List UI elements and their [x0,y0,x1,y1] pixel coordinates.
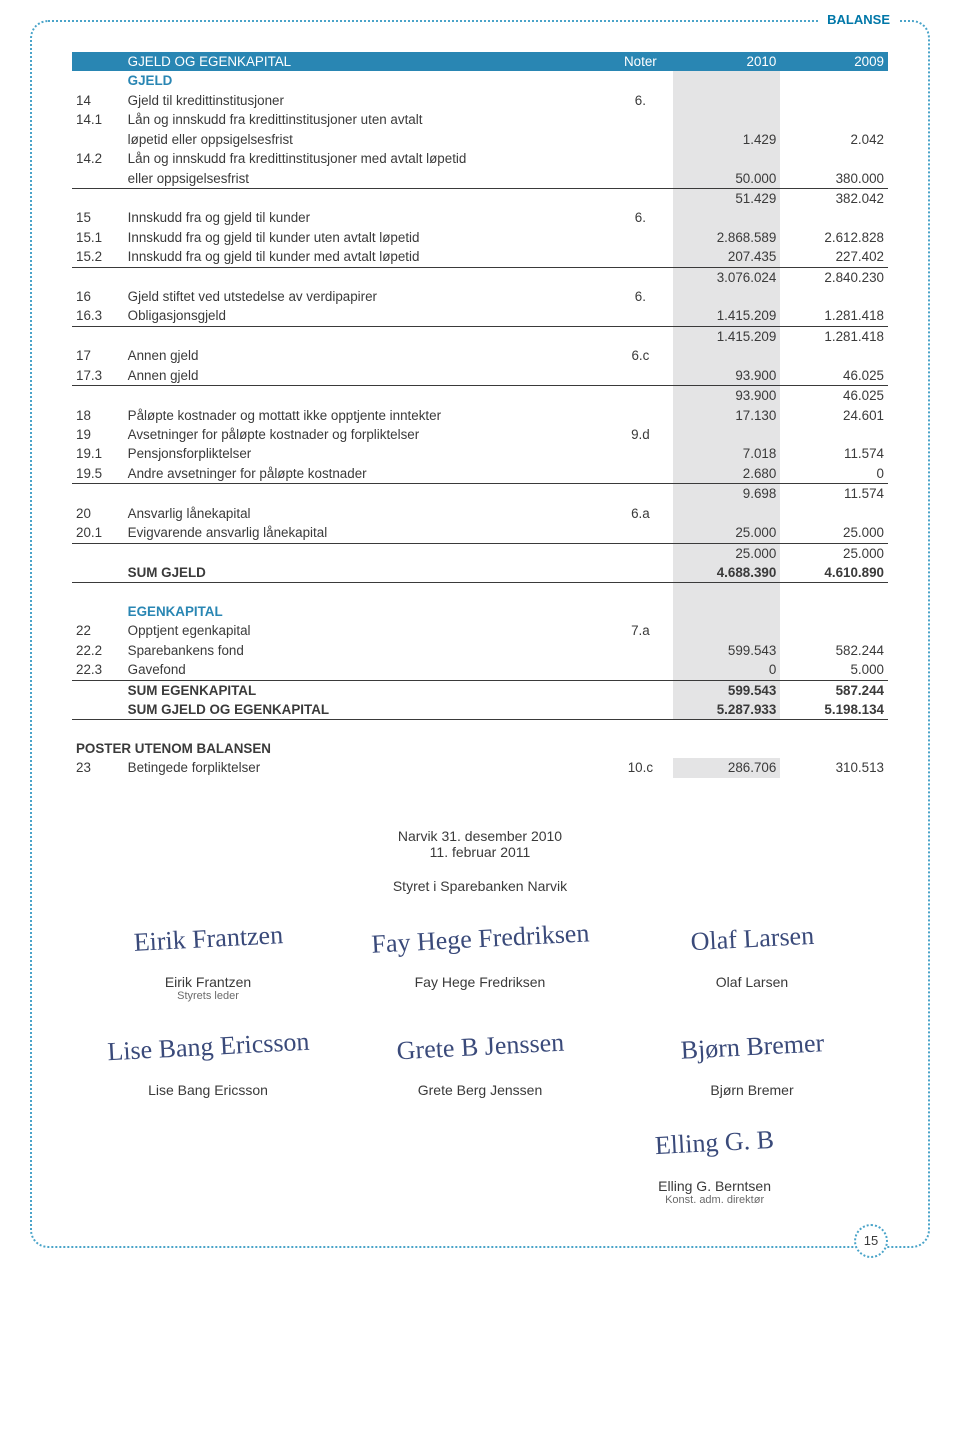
table-row: 16.3 Obligasjonsgjeld 1.415.209 1.281.41… [72,306,888,326]
signature-script: Bjørn Bremer [629,1025,875,1068]
signature-cell: Eirik Frantzen Eirik Frantzen Styrets le… [86,974,331,1002]
table-row: 17 Annen gjeld 6.c [72,346,888,365]
table-row: 17.3 Annen gjeld 93.900 46.025 [72,366,888,386]
signer-name: Lise Bang Ericsson [86,1082,331,1098]
table-row: 14.2 Lån og innskudd fra kredittinstitus… [72,149,888,168]
signature-cell: Olaf Larsen Olaf Larsen [630,974,875,1002]
table-row: løpetid eller oppsigelsesfrist 1.429 2.0… [72,130,888,149]
signer-name: Bjørn Bremer [630,1082,875,1098]
sign-date1: Narvik 31. desember 2010 [72,828,888,844]
signature-script: Grete B Jenssen [357,1025,603,1068]
page-frame: BALANSE GJELD OG EGENKAPITAL Noter 2010 … [30,20,930,1248]
signature-script: Elling G. B [601,1122,829,1164]
poster-title-row: POSTER UTENOM BALANSEN [72,739,888,758]
header-2009: 2009 [780,52,888,71]
signature-cell: Bjørn Bremer Bjørn Bremer [630,1082,875,1098]
signature-script: Eirik Frantzen [85,917,331,960]
subtotal-row: 25.000 25.000 [72,543,888,563]
balance-table: GJELD OG EGENKAPITAL Noter 2010 2009 GJE… [72,52,888,778]
gjeld-title: GJELD [124,71,608,90]
table-row: 16 Gjeld stiftet ved utstedelse av verdi… [72,287,888,306]
signer-name: Grete Berg Jenssen [358,1082,603,1098]
subtotal-row: 51.429 382.042 [72,188,888,208]
signer-name: Olaf Larsen [630,974,875,990]
sign-board: Styret i Sparebanken Narvik [72,878,888,894]
table-row: 14 Gjeld til kredittinstitusjoner 6. [72,91,888,110]
table-row: 15 Innskudd fra og gjeld til kunder 6. [72,208,888,227]
subtotal-row: 1.415.209 1.281.418 [72,326,888,346]
table-row: 15.2 Innskudd fra og gjeld til kunder me… [72,247,888,267]
table-row: 20.1 Evigvarende ansvarlig lånekapital 2… [72,523,888,543]
section-gjeld: GJELD [72,71,888,90]
signer-name: Fay Hege Fredriksen [358,974,603,990]
signature-block: Narvik 31. desember 2010 11. februar 201… [72,828,888,1206]
sign-date2: 11. februar 2011 [72,844,888,860]
table-row: 23 Betingede forpliktelser 10.c 286.706 … [72,758,888,777]
signature-script: Fay Hege Fredriksen [357,917,603,960]
signer-name: Eirik Frantzen [86,974,331,990]
sum-gjeld-row: SUM GJELD 4.688.390 4.610.890 [72,563,888,583]
section-egenkapital: EGENKAPITAL [72,602,888,621]
table-row: 18 Påløpte kostnader og mottatt ikke opp… [72,406,888,425]
subtotal-row: 9.698 11.574 [72,484,888,504]
table-row: 22 Opptjent egenkapital 7.a [72,621,888,640]
table-row: 14.1 Lån og innskudd fra kredittinstitus… [72,110,888,129]
signer-role: Konst. adm. direktør [601,1194,828,1206]
sum-all-row: SUM GJELD OG EGENKAPITAL 5.287.933 5.198… [72,700,888,720]
table-row: 20 Ansvarlig lånekapital 6.a [72,504,888,523]
signature-cell: Lise Bang Ericsson Lise Bang Ericsson [86,1082,331,1098]
table-row: eller oppsigelsesfrist 50.000 380.000 [72,169,888,189]
egenkapital-title: EGENKAPITAL [124,602,608,621]
table-header-row: GJELD OG EGENKAPITAL Noter 2010 2009 [72,52,888,71]
page-number: 15 [854,1224,888,1258]
signature-cell: Fay Hege Fredriksen Fay Hege Fredriksen [358,974,603,1002]
table-row: 22.2 Sparebankens fond 599.543 582.244 [72,641,888,660]
sum-ek-row: SUM EGENKAPITAL 599.543 587.244 [72,680,888,700]
subtotal-row: 93.900 46.025 [72,386,888,406]
header-2010: 2010 [673,52,781,71]
table-row: 19.1 Pensjonsforpliktelser 7.018 11.574 [72,444,888,463]
signature-cell: Grete B Jenssen Grete Berg Jenssen [358,1082,603,1098]
table-row: 15.1 Innskudd fra og gjeld til kunder ut… [72,228,888,247]
signer-role: Styrets leder [86,990,331,1002]
table-row: 19.5 Andre avsetninger for påløpte kostn… [72,464,888,484]
header-noter: Noter [608,52,673,71]
table-row: 19 Avsetninger for påløpte kostnader og … [72,425,888,444]
subtotal-row: 3.076.024 2.840.230 [72,267,888,287]
signer-name: Elling G. Berntsen [601,1178,828,1194]
corner-label: BALANSE [819,12,898,27]
signature-cell: Elling G. B Elling G. Berntsen Konst. ad… [601,1178,828,1206]
signature-script: Lise Bang Ericsson [85,1025,331,1068]
table-row: 22.3 Gavefond 0 5.000 [72,660,888,680]
header-title: GJELD OG EGENKAPITAL [124,52,608,71]
signature-script: Olaf Larsen [629,917,875,960]
